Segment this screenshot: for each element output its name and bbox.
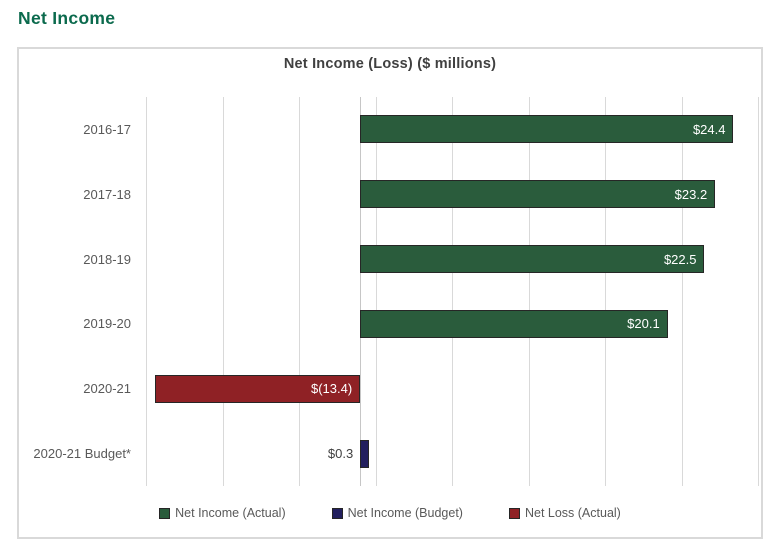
value-label: $0.3 (327, 446, 354, 462)
category-label: 2018-19 (83, 251, 131, 267)
gridline (681, 97, 683, 486)
bar-2016-17: $24.4 (360, 115, 734, 144)
gridline (758, 97, 759, 486)
chart-title: Net Income (Loss) ($ millions) (283, 56, 497, 72)
legend-item-actual_income: Net Income (Actual) (159, 506, 286, 520)
category-label: 2020-21 (83, 381, 131, 397)
zero-axis-line (360, 97, 362, 486)
net-income-chart: Net Income (Loss) ($ millions) 2016-17 20… (17, 47, 763, 539)
page-title: Net Income (18, 8, 116, 28)
category-label: 2020-21 Budget* (33, 446, 131, 462)
plot-area: $24.4 $23.2 $22.5 $20.1 $(13.4) $0.3 (146, 97, 759, 486)
gridline (222, 97, 224, 486)
gridline (146, 97, 147, 486)
gridline (605, 97, 606, 486)
chart-legend: Net Income (Actual) Net Income (Budget) Ne… (19, 506, 761, 520)
value-label: $23.2 (674, 186, 708, 202)
gridline (299, 97, 300, 486)
legend-swatch-icon (331, 507, 343, 519)
category-label: 2019-20 (83, 316, 131, 332)
legend-label: Net Income (Budget) (347, 506, 463, 520)
gridline (452, 97, 453, 486)
value-label: $(13.4) (310, 381, 353, 397)
value-label: $24.4 (692, 121, 726, 137)
bar-2019-20: $20.1 (360, 309, 668, 338)
category-label: 2016-17 (83, 121, 131, 137)
legend-label: Net Loss (Actual) (524, 506, 621, 520)
bar-2017-18: $23.2 (360, 180, 716, 209)
legend-label: Net Income (Actual) (175, 506, 286, 520)
legend-item-budget_income: Net Income (Budget) (331, 506, 463, 520)
bar-2020-21-budget- (360, 439, 370, 468)
category-label: 2017-18 (83, 186, 131, 202)
bar-2018-19: $22.5 (360, 245, 705, 274)
gridline (375, 97, 377, 486)
legend-swatch-icon (159, 507, 171, 519)
value-label: $22.5 (663, 251, 697, 267)
legend-item-actual_loss: Net Loss (Actual) (508, 506, 621, 520)
value-label: $20.1 (627, 316, 660, 332)
bar-2020-21: $(13.4) (155, 374, 361, 403)
legend-swatch-icon (508, 507, 520, 519)
gridline (528, 97, 530, 486)
